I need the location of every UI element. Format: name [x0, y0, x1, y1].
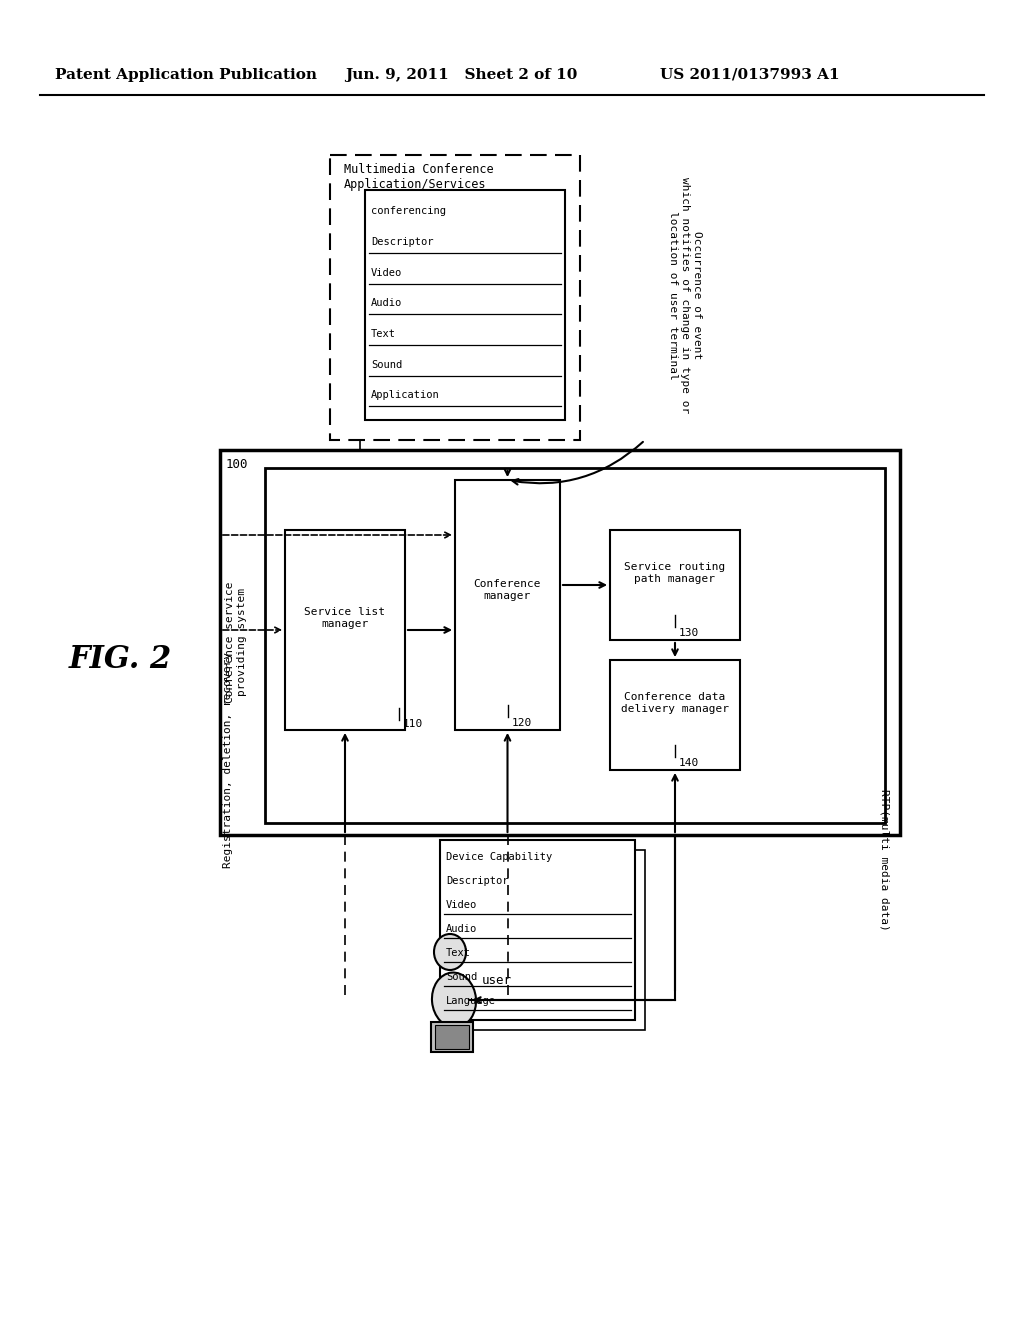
Bar [455, 480, 560, 730]
Text: Service routing
path manager: Service routing path manager [625, 562, 726, 583]
Bar [265, 469, 885, 822]
Text: Device Capability: Device Capability [446, 851, 552, 862]
Text: Descriptor: Descriptor [371, 238, 433, 247]
Text: 140: 140 [679, 758, 699, 768]
Text: Application: Application [371, 391, 439, 400]
Text: Occurrence of event
which notifies of change in type or
location of user termina: Occurrence of event which notifies of ch… [669, 177, 701, 413]
Text: Multimedia Conference
Application/Services: Multimedia Conference Application/Servic… [344, 162, 494, 191]
Bar [330, 154, 580, 440]
Text: Video: Video [446, 900, 477, 909]
Ellipse shape [432, 973, 476, 1027]
Text: Conference data
delivery manager: Conference data delivery manager [621, 692, 729, 714]
Text: Service list
manager: Service list manager [304, 607, 385, 628]
Ellipse shape [434, 935, 466, 970]
Text: US 2011/0137993 A1: US 2011/0137993 A1 [660, 69, 840, 82]
Text: Patent Application Publication: Patent Application Publication [55, 69, 317, 82]
Bar [435, 1026, 469, 1049]
Text: 110: 110 [403, 719, 423, 729]
Bar [610, 660, 740, 770]
Text: Text: Text [371, 329, 396, 339]
Text: Registration, deletion, recovery: Registration, deletion, recovery [223, 652, 233, 869]
Text: Sound: Sound [446, 972, 477, 982]
Bar [431, 1022, 473, 1052]
Bar [285, 531, 406, 730]
Text: Audio: Audio [446, 924, 477, 933]
Text: Conference
manager: Conference manager [474, 579, 542, 601]
Bar [365, 190, 565, 420]
Text: Video: Video [371, 268, 402, 277]
Text: Audio: Audio [371, 298, 402, 309]
Text: 130: 130 [679, 628, 699, 638]
Bar [440, 840, 635, 1020]
Text: Descriptor: Descriptor [446, 875, 509, 886]
Text: 120: 120 [512, 718, 531, 729]
Text: 100: 100 [226, 458, 249, 470]
Text: conferencing: conferencing [371, 206, 446, 216]
Text: Jun. 9, 2011   Sheet 2 of 10: Jun. 9, 2011 Sheet 2 of 10 [345, 69, 578, 82]
Bar [220, 450, 900, 836]
Text: FIG. 2: FIG. 2 [69, 644, 172, 676]
Text: Language: Language [446, 995, 496, 1006]
Text: RTP(multi media data): RTP(multi media data) [880, 789, 890, 931]
Text: user: user [482, 974, 512, 986]
Bar [450, 850, 645, 1030]
Text: Sound: Sound [371, 360, 402, 370]
Text: Text: Text [446, 948, 471, 958]
Bar [610, 531, 740, 640]
Text: Conference service
providing system: Conference service providing system [225, 582, 247, 704]
